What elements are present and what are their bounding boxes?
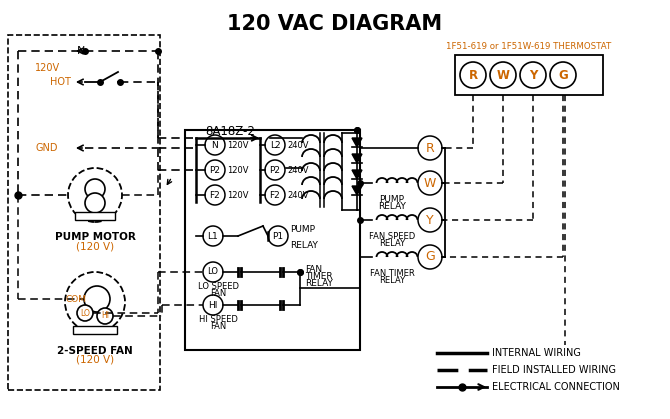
Text: FAN: FAN: [210, 289, 226, 298]
Text: FAN: FAN: [305, 265, 322, 274]
Text: N: N: [212, 140, 218, 150]
Text: PUMP MOTOR: PUMP MOTOR: [54, 232, 135, 242]
Polygon shape: [352, 154, 362, 163]
Circle shape: [68, 168, 122, 222]
Bar: [8, 35, 160, 390]
Text: 120V: 120V: [35, 63, 60, 73]
Circle shape: [418, 171, 442, 195]
Text: LO: LO: [80, 308, 90, 318]
Text: HI: HI: [208, 300, 218, 310]
Circle shape: [84, 286, 110, 312]
Text: INTERNAL WIRING: INTERNAL WIRING: [492, 348, 581, 358]
Text: P1: P1: [273, 232, 283, 241]
Bar: [75, 212, 115, 220]
Circle shape: [203, 226, 223, 246]
Circle shape: [418, 245, 442, 269]
Circle shape: [205, 135, 225, 155]
Text: 120V: 120V: [227, 166, 249, 174]
Circle shape: [550, 62, 576, 88]
Circle shape: [203, 262, 223, 282]
Circle shape: [265, 135, 285, 155]
Circle shape: [203, 295, 223, 315]
Text: GND: GND: [35, 143, 58, 153]
Text: LO SPEED: LO SPEED: [198, 282, 239, 291]
Text: RELAY: RELAY: [378, 202, 406, 211]
Text: FAN SPEED: FAN SPEED: [369, 232, 415, 241]
Text: F2: F2: [269, 191, 280, 199]
Circle shape: [418, 208, 442, 232]
Text: G: G: [558, 68, 568, 82]
Text: ELECTRICAL CONNECTION: ELECTRICAL CONNECTION: [492, 382, 620, 392]
Text: RELAY: RELAY: [290, 241, 318, 250]
Circle shape: [85, 193, 105, 213]
Text: FAN: FAN: [210, 322, 226, 331]
Text: RELAY: RELAY: [305, 279, 333, 288]
Text: 240V: 240V: [287, 140, 308, 150]
Text: 1F51-619 or 1F51W-619 THERMOSTAT: 1F51-619 or 1F51W-619 THERMOSTAT: [446, 42, 612, 51]
Text: P2: P2: [210, 166, 220, 174]
Text: G: G: [425, 251, 435, 264]
Text: HI: HI: [101, 311, 109, 321]
Text: Y: Y: [426, 214, 433, 227]
Circle shape: [265, 160, 285, 180]
Text: PUMP: PUMP: [290, 225, 315, 234]
Text: R: R: [468, 68, 478, 82]
Text: RELAY: RELAY: [379, 239, 405, 248]
Text: L2: L2: [270, 140, 280, 150]
Text: R: R: [425, 142, 434, 155]
Text: L1: L1: [208, 232, 218, 241]
Circle shape: [490, 62, 516, 88]
Text: (120 V): (120 V): [76, 355, 114, 365]
Polygon shape: [352, 170, 362, 179]
Text: P2: P2: [269, 166, 281, 174]
Text: COM: COM: [65, 295, 86, 303]
Text: 240V: 240V: [287, 166, 308, 174]
Text: LO: LO: [208, 267, 218, 277]
Text: HOT: HOT: [50, 77, 71, 87]
Text: PUMP: PUMP: [379, 195, 405, 204]
Circle shape: [265, 185, 285, 205]
Text: FAN TIMER: FAN TIMER: [370, 269, 414, 278]
Circle shape: [97, 308, 113, 324]
Circle shape: [268, 226, 288, 246]
Polygon shape: [352, 138, 362, 147]
Polygon shape: [352, 186, 362, 195]
Text: HI SPEED: HI SPEED: [198, 315, 237, 324]
Text: W: W: [424, 176, 436, 189]
Text: (120 V): (120 V): [76, 241, 114, 251]
Text: 120 VAC DIAGRAM: 120 VAC DIAGRAM: [227, 14, 443, 34]
Text: 240V: 240V: [287, 191, 308, 199]
Text: W: W: [496, 68, 509, 82]
Text: Y: Y: [529, 68, 537, 82]
Circle shape: [520, 62, 546, 88]
Circle shape: [77, 305, 93, 321]
Bar: [73, 326, 117, 334]
Text: 8A18Z-2: 8A18Z-2: [205, 125, 255, 138]
Text: RELAY: RELAY: [379, 276, 405, 285]
Text: TIMER: TIMER: [305, 272, 332, 281]
Circle shape: [205, 160, 225, 180]
Bar: [185, 130, 360, 350]
Circle shape: [418, 136, 442, 160]
Text: N: N: [77, 46, 85, 56]
Text: 120V: 120V: [227, 140, 249, 150]
Circle shape: [85, 179, 105, 199]
Text: 120V: 120V: [227, 191, 249, 199]
Text: 2-SPEED FAN: 2-SPEED FAN: [57, 346, 133, 356]
Text: F2: F2: [210, 191, 220, 199]
Circle shape: [460, 62, 486, 88]
Text: FIELD INSTALLED WIRING: FIELD INSTALLED WIRING: [492, 365, 616, 375]
Circle shape: [205, 185, 225, 205]
Circle shape: [65, 272, 125, 332]
Bar: [455, 55, 603, 95]
